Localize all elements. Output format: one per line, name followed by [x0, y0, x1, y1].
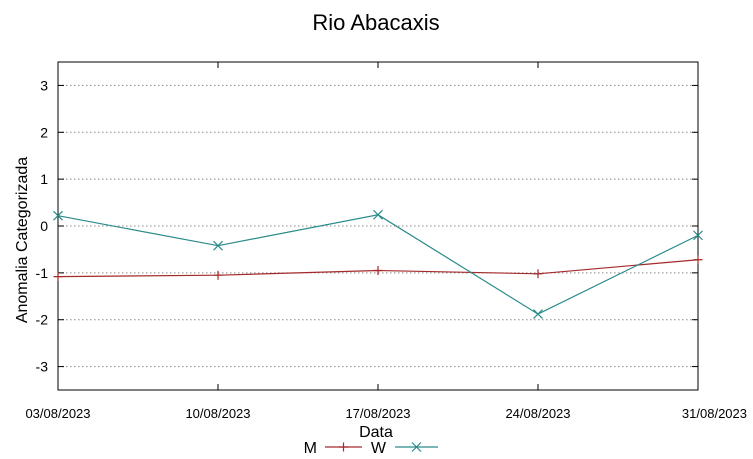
y-tick-label: 3: [40, 77, 48, 93]
legend-marker-W: [411, 442, 422, 452]
x-tick-label: 24/08/2023: [505, 406, 570, 421]
chart-title: Rio Abacaxis: [312, 10, 439, 35]
data-point-M: [53, 272, 63, 282]
series-layer: [53, 209, 703, 320]
y-tick-label: 1: [40, 171, 48, 187]
legend-label-M: M: [304, 440, 317, 457]
legend-label-W: W: [371, 440, 387, 457]
data-point-M: [533, 269, 543, 279]
x-tick-label: 17/08/2023: [345, 406, 410, 421]
x-axis-ticks: 03/08/2023 10/08/2023 17/08/2023 24/08/2023…: [25, 62, 747, 421]
y-tick-label: -2: [36, 312, 49, 328]
y-axis-ticks: 3 2 1 0 -1 -2 -3: [36, 77, 698, 375]
legend-marker-M: [339, 442, 348, 452]
data-point-M: [693, 255, 703, 265]
y-tick-label: -1: [36, 265, 49, 281]
x-tick-label: 10/08/2023: [185, 406, 250, 421]
x-tick-label: 03/08/2023: [25, 406, 90, 421]
y-axis-label: Anomalia Categorizada: [14, 157, 31, 323]
y-tick-label: -3: [36, 359, 49, 375]
x-tick-label: 31/08/2023: [682, 406, 747, 421]
data-point-W: [373, 209, 383, 220]
data-point-W: [693, 230, 703, 241]
gridlines: [58, 84, 698, 368]
data-point-M: [373, 266, 383, 276]
y-tick-label: 2: [40, 124, 48, 140]
y-tick-label: 0: [40, 218, 48, 234]
series-line-W: [57, 214, 699, 315]
data-point-W: [53, 210, 63, 221]
x-axis-label: Data: [359, 424, 393, 441]
data-point-M: [213, 270, 223, 280]
data-point-W: [213, 240, 223, 251]
data-point-W: [533, 309, 543, 320]
